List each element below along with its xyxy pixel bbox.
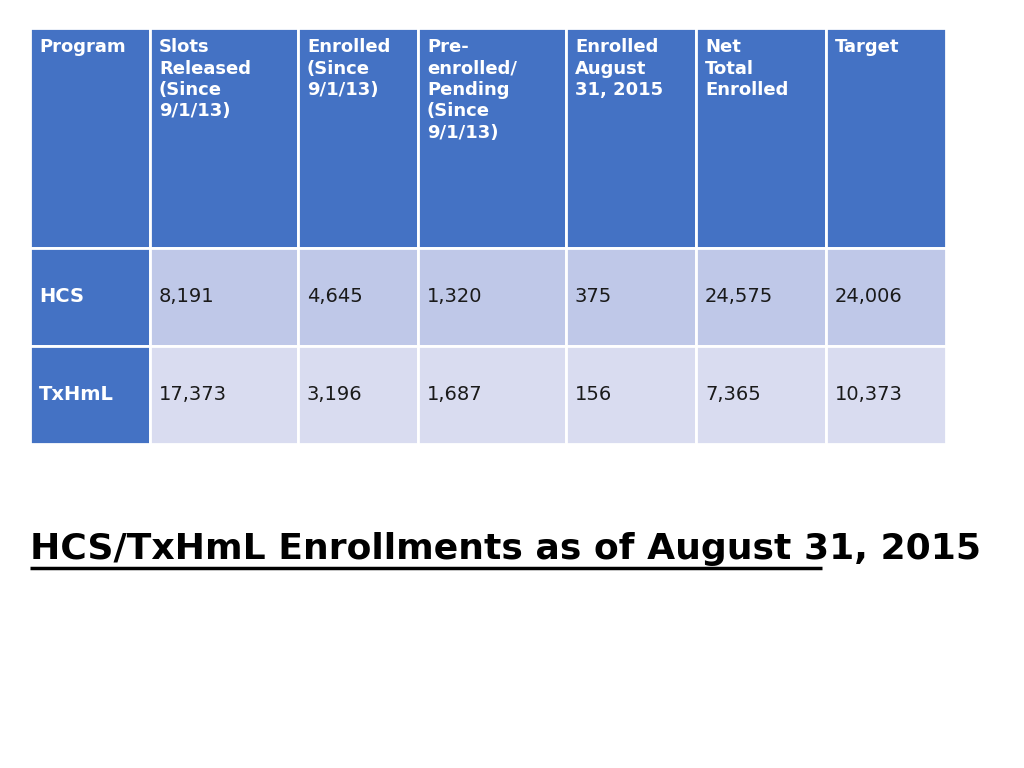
Text: Pre-
enrolled/
Pending
(Since
9/1/13): Pre- enrolled/ Pending (Since 9/1/13) <box>427 38 517 142</box>
Text: Enrolled
(Since
9/1/13): Enrolled (Since 9/1/13) <box>307 38 390 99</box>
Bar <box>826 346 946 444</box>
Text: 1,687: 1,687 <box>427 386 482 405</box>
Bar <box>30 346 150 444</box>
Bar <box>298 346 418 444</box>
Bar <box>298 248 418 346</box>
Text: 8,191: 8,191 <box>159 287 215 306</box>
Text: Enrolled
August
31, 2015: Enrolled August 31, 2015 <box>575 38 664 99</box>
Text: Program: Program <box>39 38 126 56</box>
Bar <box>298 28 418 248</box>
Bar <box>418 346 566 444</box>
Text: TxHmL: TxHmL <box>39 386 114 405</box>
Bar <box>696 28 826 248</box>
Bar <box>418 28 566 248</box>
Text: 24,575: 24,575 <box>705 287 773 306</box>
Text: 10,373: 10,373 <box>835 386 903 405</box>
Text: 7,365: 7,365 <box>705 386 761 405</box>
Bar <box>150 346 298 444</box>
Bar <box>566 248 696 346</box>
Bar <box>150 248 298 346</box>
Text: 17,373: 17,373 <box>159 386 227 405</box>
Text: 375: 375 <box>575 287 612 306</box>
Text: 3,196: 3,196 <box>307 386 362 405</box>
Bar <box>418 248 566 346</box>
Text: Slots
Released
(Since
9/1/13): Slots Released (Since 9/1/13) <box>159 38 251 121</box>
Text: HCS: HCS <box>39 287 84 306</box>
Bar <box>696 248 826 346</box>
Text: 156: 156 <box>575 386 612 405</box>
Text: HCS/TxHmL Enrollments as of August 31, 2015: HCS/TxHmL Enrollments as of August 31, 2… <box>30 532 981 566</box>
Text: Target: Target <box>835 38 899 56</box>
Text: 1,320: 1,320 <box>427 287 482 306</box>
Bar <box>150 28 298 248</box>
Bar <box>30 28 150 248</box>
Bar <box>826 28 946 248</box>
Bar <box>566 28 696 248</box>
Text: 4,645: 4,645 <box>307 287 362 306</box>
Text: Net
Total
Enrolled: Net Total Enrolled <box>705 38 788 99</box>
Bar <box>566 346 696 444</box>
Bar <box>696 346 826 444</box>
Bar <box>826 248 946 346</box>
Text: 24,006: 24,006 <box>835 287 903 306</box>
Bar <box>30 248 150 346</box>
